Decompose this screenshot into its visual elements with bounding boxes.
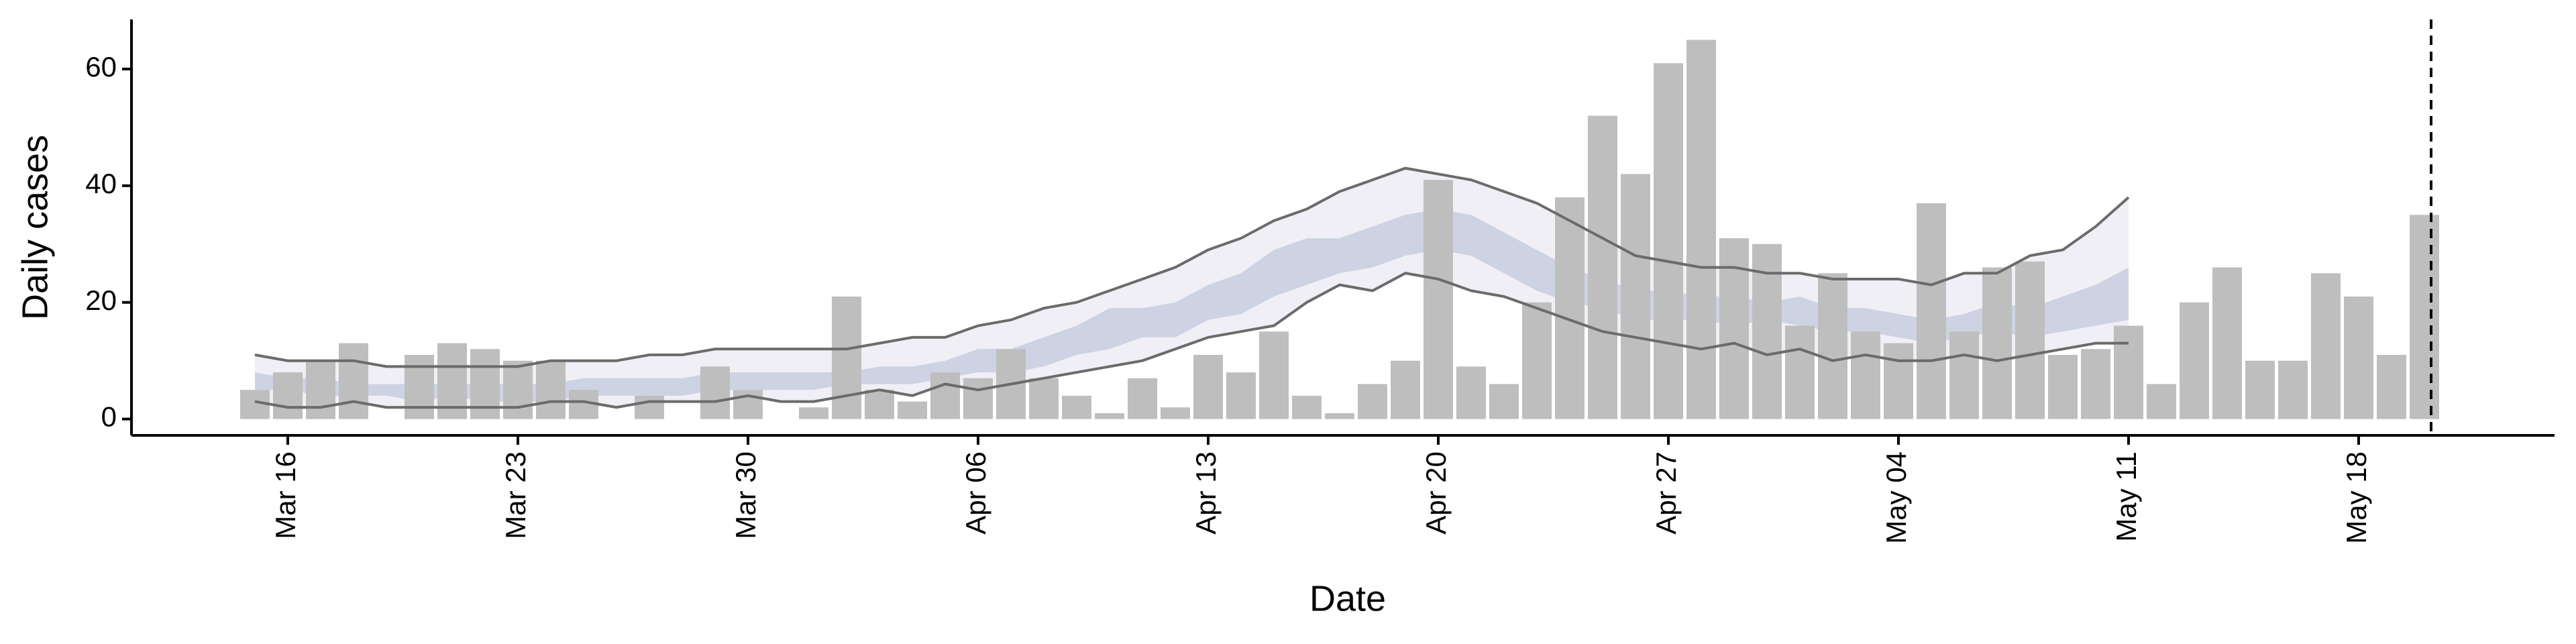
bar xyxy=(1325,413,1354,419)
bar xyxy=(1029,378,1059,419)
bar xyxy=(503,360,533,419)
bar xyxy=(635,395,664,419)
bar xyxy=(1686,40,1716,419)
bar xyxy=(832,297,861,419)
bar xyxy=(1982,267,2012,419)
bar xyxy=(306,360,335,419)
y-tick-label: 60 xyxy=(85,51,117,83)
bar xyxy=(1818,273,1847,419)
bar xyxy=(1226,372,1256,419)
y-tick-label: 0 xyxy=(101,401,117,433)
x-tick-label: Apr 20 xyxy=(1420,451,1452,535)
bar xyxy=(273,372,303,419)
bar xyxy=(1555,197,1585,419)
y-axis-title: Daily cases xyxy=(15,135,55,320)
bar xyxy=(733,390,763,419)
x-tick-label: Mar 16 xyxy=(270,451,301,539)
bar xyxy=(2278,360,2308,419)
bar xyxy=(2048,355,2078,419)
x-tick-label: Mar 23 xyxy=(500,451,531,539)
bar xyxy=(1193,355,1223,419)
bar xyxy=(1424,180,1453,419)
bar xyxy=(1522,302,1552,419)
bar xyxy=(799,407,828,419)
bar xyxy=(1062,395,1091,419)
bar xyxy=(339,343,368,419)
bar xyxy=(1917,203,1946,419)
bar xyxy=(2245,360,2275,419)
bar xyxy=(930,372,960,419)
bar xyxy=(1128,378,1157,419)
bar xyxy=(1292,395,1322,419)
bar xyxy=(1391,360,1420,419)
x-tick-label: Apr 13 xyxy=(1190,451,1222,535)
bar xyxy=(1785,325,1815,419)
bar xyxy=(1095,413,1124,419)
bar xyxy=(865,390,894,419)
bar xyxy=(2015,261,2045,419)
bar xyxy=(1588,115,1617,419)
bar xyxy=(536,360,566,419)
x-tick-label: May 18 xyxy=(2341,451,2372,544)
bar xyxy=(1489,384,1519,419)
bar xyxy=(2081,349,2110,419)
bar xyxy=(1654,63,1683,419)
interval-band xyxy=(255,209,2129,402)
bar xyxy=(2344,297,2373,419)
interval-band xyxy=(255,168,2129,408)
bar xyxy=(2180,302,2209,419)
bar xyxy=(2114,325,2143,419)
x-tick-label: May 04 xyxy=(1880,451,1912,544)
bar xyxy=(2410,215,2439,419)
x-axis-title: Date xyxy=(1309,578,1386,619)
band-line xyxy=(254,166,2130,368)
bar xyxy=(1949,331,1979,419)
bar xyxy=(2377,355,2406,419)
x-tick-label: Mar 30 xyxy=(730,451,761,539)
bar xyxy=(2311,273,2341,419)
bar xyxy=(2212,267,2242,419)
bar xyxy=(1621,174,1650,419)
bar xyxy=(1884,343,1913,419)
bar xyxy=(1161,407,1190,419)
bar xyxy=(898,401,927,419)
bar xyxy=(700,366,730,419)
bar xyxy=(2147,384,2176,419)
x-tick-label: Apr 27 xyxy=(1650,451,1682,535)
bar xyxy=(405,355,434,419)
bar xyxy=(1456,366,1486,419)
bar xyxy=(1719,238,1749,419)
y-tick-label: 40 xyxy=(85,168,117,199)
bar xyxy=(963,378,993,419)
bar xyxy=(1358,384,1387,419)
x-tick-label: May 11 xyxy=(2110,451,2142,542)
bar xyxy=(1851,331,1880,419)
band-line xyxy=(254,272,2129,409)
x-tick-label: Apr 06 xyxy=(960,451,991,535)
y-tick-label: 20 xyxy=(85,284,117,316)
bar xyxy=(1259,331,1289,419)
